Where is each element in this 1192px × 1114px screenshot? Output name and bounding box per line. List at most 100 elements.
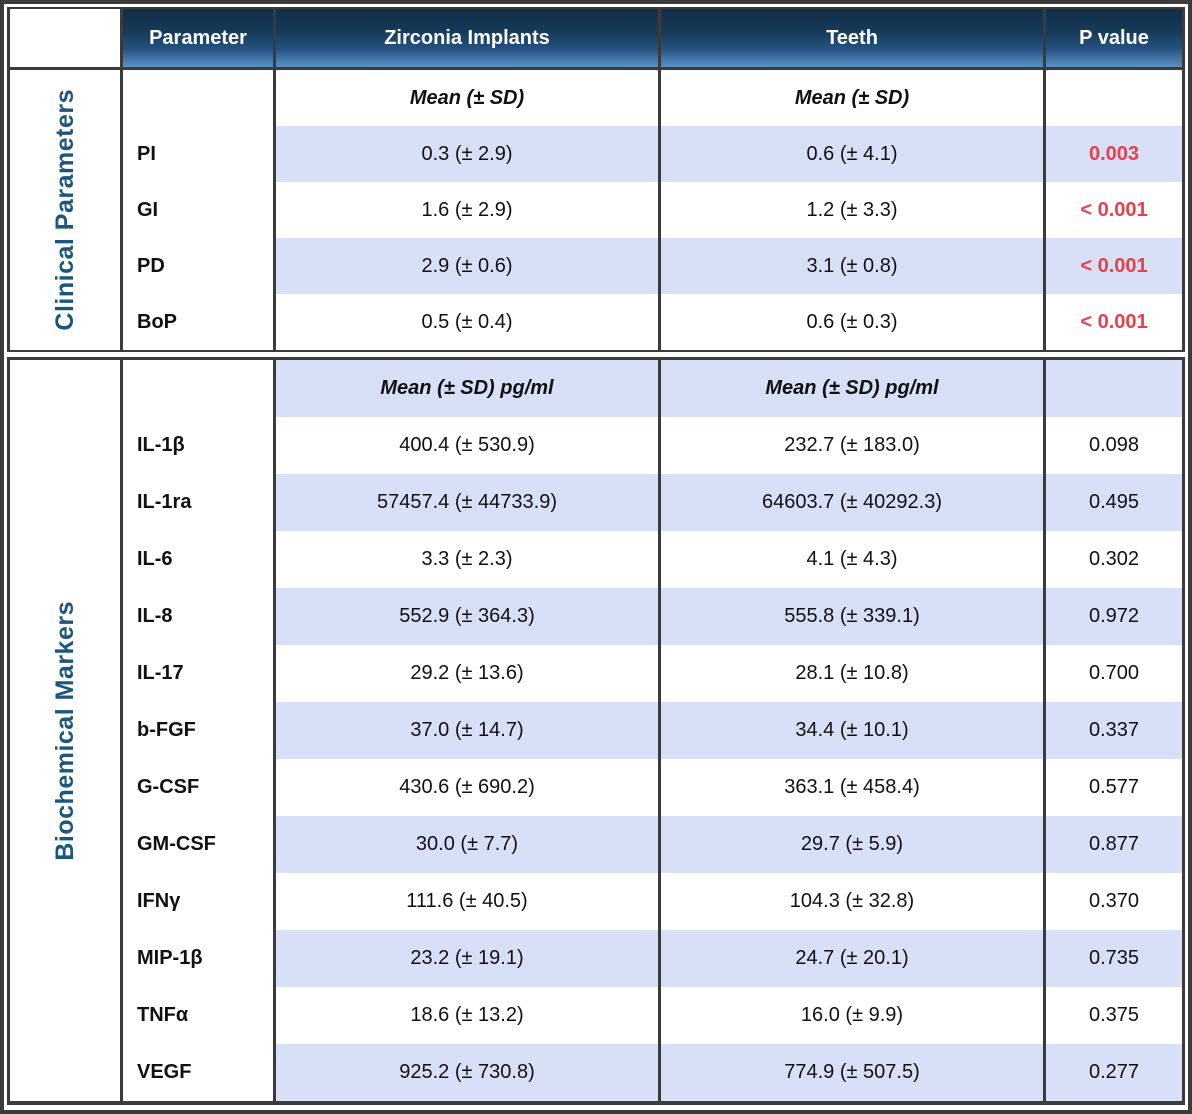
parameter-label: PD bbox=[123, 238, 276, 294]
table-row: IFNγ 111.6 (± 40.5) 104.3 (± 32.8) 0.370 bbox=[123, 873, 1182, 930]
column-header-teeth: Teeth bbox=[661, 9, 1046, 67]
zirconia-value: 430.6 (± 690.2) bbox=[276, 759, 661, 816]
teeth-value: 24.7 (± 20.1) bbox=[661, 930, 1046, 987]
p-value: 0.877 bbox=[1046, 816, 1182, 873]
zirconia-value: 2.9 (± 0.6) bbox=[276, 238, 661, 294]
section-biochemical-markers: Biochemical Markers Mean (± SD) pg/ml Mea… bbox=[7, 357, 1185, 1105]
p-value: 0.375 bbox=[1046, 987, 1182, 1044]
teeth-value: 29.7 (± 5.9) bbox=[661, 816, 1046, 873]
parameter-label: TNFα bbox=[123, 987, 276, 1044]
teeth-value: 104.3 (± 32.8) bbox=[661, 873, 1046, 930]
table-header-row: Parameter Zirconia Implants Teeth P valu… bbox=[7, 7, 1185, 70]
zirconia-value: 1.6 (± 2.9) bbox=[276, 182, 661, 238]
p-value: 0.577 bbox=[1046, 759, 1182, 816]
teeth-value: 232.7 (± 183.0) bbox=[661, 417, 1046, 474]
teeth-value: 28.1 (± 10.8) bbox=[661, 645, 1046, 702]
section-label-clinical-parameters: Clinical Parameters bbox=[50, 89, 79, 331]
parameter-label: b-FGF bbox=[123, 702, 276, 759]
zirconia-value: 400.4 (± 530.9) bbox=[276, 417, 661, 474]
zirconia-value: 57457.4 (± 44733.9) bbox=[276, 474, 661, 531]
teeth-unit-label: Mean (± SD) pg/ml bbox=[661, 360, 1046, 417]
unit-header-row: Mean (± SD) pg/ml Mean (± SD) pg/ml bbox=[123, 360, 1182, 417]
table-row: b-FGF 37.0 (± 14.7) 34.4 (± 10.1) 0.337 bbox=[123, 702, 1182, 759]
parameter-label: PI bbox=[123, 126, 276, 182]
parameter-label: IL-1β bbox=[123, 417, 276, 474]
table-row: MIP-1β 23.2 (± 19.1) 24.7 (± 20.1) 0.735 bbox=[123, 930, 1182, 987]
teeth-value: 555.8 (± 339.1) bbox=[661, 588, 1046, 645]
clinical-rows: Mean (± SD) Mean (± SD) PI 0.3 (± 2.9) 0.6 (… bbox=[123, 70, 1182, 350]
parameter-cell-empty bbox=[123, 360, 276, 417]
teeth-unit-label: Mean (± SD) bbox=[661, 70, 1046, 126]
zirconia-value: 552.9 (± 364.3) bbox=[276, 588, 661, 645]
p-value: < 0.001 bbox=[1046, 294, 1182, 350]
table-row: GM-CSF 30.0 (± 7.7) 29.7 (± 5.9) 0.877 bbox=[123, 816, 1182, 873]
table-row: PD 2.9 (± 0.6) 3.1 (± 0.8) < 0.001 bbox=[123, 238, 1182, 294]
teeth-value: 64603.7 (± 40292.3) bbox=[661, 474, 1046, 531]
p-value: 0.370 bbox=[1046, 873, 1182, 930]
p-value: 0.700 bbox=[1046, 645, 1182, 702]
zirconia-value: 925.2 (± 730.8) bbox=[276, 1044, 661, 1101]
table-row: IL-1β 400.4 (± 530.9) 232.7 (± 183.0) 0.098 bbox=[123, 417, 1182, 474]
section-divider bbox=[7, 352, 1185, 357]
zirconia-unit-label: Mean (± SD) bbox=[276, 70, 661, 126]
parameter-label: BoP bbox=[123, 294, 276, 350]
unit-header-row: Mean (± SD) Mean (± SD) bbox=[123, 70, 1182, 126]
section-label-biochemical-markers: Biochemical Markers bbox=[50, 600, 79, 861]
zirconia-unit-label: Mean (± SD) pg/ml bbox=[276, 360, 661, 417]
p-value: < 0.001 bbox=[1046, 182, 1182, 238]
column-header-zirconia-implants: Zirconia Implants bbox=[276, 9, 661, 67]
section-label-cell: Clinical Parameters bbox=[10, 70, 123, 350]
p-value: 0.098 bbox=[1046, 417, 1182, 474]
zirconia-value: 0.3 (± 2.9) bbox=[276, 126, 661, 182]
table-row: IL-17 29.2 (± 13.6) 28.1 (± 10.8) 0.700 bbox=[123, 645, 1182, 702]
parameter-cell-empty bbox=[123, 70, 276, 126]
parameter-label: G-CSF bbox=[123, 759, 276, 816]
teeth-value: 3.1 (± 0.8) bbox=[661, 238, 1046, 294]
parameter-label: GI bbox=[123, 182, 276, 238]
biochemical-rows: Mean (± SD) pg/ml Mean (± SD) pg/ml IL-1β 4… bbox=[123, 360, 1182, 1101]
table-row: VEGF 925.2 (± 730.8) 774.9 (± 507.5) 0.277 bbox=[123, 1044, 1182, 1101]
teeth-value: 0.6 (± 4.1) bbox=[661, 126, 1046, 182]
table-row: IL-1ra 57457.4 (± 44733.9) 64603.7 (± 4029… bbox=[123, 474, 1182, 531]
p-value: 0.003 bbox=[1046, 126, 1182, 182]
parameter-label: IL-8 bbox=[123, 588, 276, 645]
teeth-value: 363.1 (± 458.4) bbox=[661, 759, 1046, 816]
teeth-value: 4.1 (± 4.3) bbox=[661, 531, 1046, 588]
zirconia-value: 30.0 (± 7.7) bbox=[276, 816, 661, 873]
parameter-label: GM-CSF bbox=[123, 816, 276, 873]
zirconia-value: 37.0 (± 14.7) bbox=[276, 702, 661, 759]
teeth-value: 16.0 (± 9.9) bbox=[661, 987, 1046, 1044]
teeth-value: 0.6 (± 0.3) bbox=[661, 294, 1046, 350]
table-row: GI 1.6 (± 2.9) 1.2 (± 3.3) < 0.001 bbox=[123, 182, 1182, 238]
teeth-value: 774.9 (± 507.5) bbox=[661, 1044, 1046, 1101]
parameter-label: VEGF bbox=[123, 1044, 276, 1101]
column-header-p-value: P value bbox=[1046, 9, 1182, 67]
zirconia-value: 111.6 (± 40.5) bbox=[276, 873, 661, 930]
parameter-label: IL-6 bbox=[123, 531, 276, 588]
parameter-label: IL-1ra bbox=[123, 474, 276, 531]
parameter-label: IFNγ bbox=[123, 873, 276, 930]
table-row: IL-6 3.3 (± 2.3) 4.1 (± 4.3) 0.302 bbox=[123, 531, 1182, 588]
parameter-label: MIP-1β bbox=[123, 930, 276, 987]
table-row: PI 0.3 (± 2.9) 0.6 (± 4.1) 0.003 bbox=[123, 126, 1182, 182]
table-row: BoP 0.5 (± 0.4) 0.6 (± 0.3) < 0.001 bbox=[123, 294, 1182, 350]
zirconia-value: 23.2 (± 19.1) bbox=[276, 930, 661, 987]
teeth-value: 1.2 (± 3.3) bbox=[661, 182, 1046, 238]
zirconia-value: 18.6 (± 13.2) bbox=[276, 987, 661, 1044]
table-row: TNFα 18.6 (± 13.2) 16.0 (± 9.9) 0.375 bbox=[123, 987, 1182, 1044]
p-value: 0.277 bbox=[1046, 1044, 1182, 1101]
column-header-parameter: Parameter bbox=[123, 9, 276, 67]
teeth-value: 34.4 (± 10.1) bbox=[661, 702, 1046, 759]
p-value-cell-empty bbox=[1046, 70, 1182, 126]
corner-cell bbox=[10, 9, 123, 67]
p-value: 0.302 bbox=[1046, 531, 1182, 588]
p-value: 0.972 bbox=[1046, 588, 1182, 645]
p-value: 0.495 bbox=[1046, 474, 1182, 531]
p-value: 0.735 bbox=[1046, 930, 1182, 987]
parameter-label: IL-17 bbox=[123, 645, 276, 702]
zirconia-value: 29.2 (± 13.6) bbox=[276, 645, 661, 702]
p-value-cell-empty bbox=[1046, 360, 1182, 417]
section-label-cell: Biochemical Markers bbox=[10, 360, 123, 1101]
zirconia-value: 3.3 (± 2.3) bbox=[276, 531, 661, 588]
